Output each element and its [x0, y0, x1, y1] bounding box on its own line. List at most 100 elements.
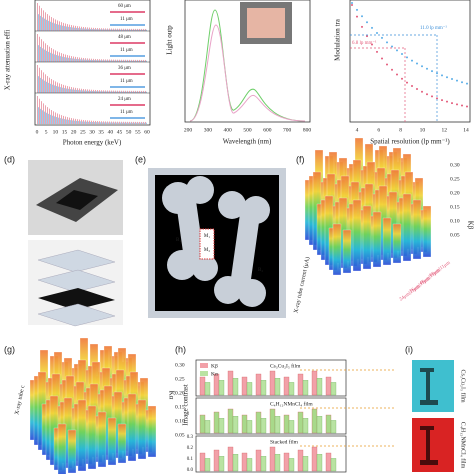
mtf-point — [351, 2, 353, 4]
bar — [122, 91, 123, 93]
bar3d — [392, 223, 402, 264]
bar3d — [57, 423, 67, 474]
mtf-point — [361, 15, 363, 18]
bar — [120, 122, 121, 124]
bar — [45, 74, 46, 93]
bar — [84, 90, 85, 93]
bar — [104, 122, 105, 124]
mtf-point — [441, 74, 443, 77]
bar — [108, 122, 109, 124]
bar — [70, 89, 71, 93]
bar — [241, 376, 248, 396]
bar — [61, 22, 62, 31]
bar — [90, 121, 91, 124]
bar — [325, 414, 332, 434]
bar — [246, 458, 253, 472]
bar — [130, 122, 131, 124]
bar — [98, 91, 99, 93]
bar — [77, 88, 78, 93]
bar — [74, 89, 75, 93]
bar — [260, 418, 267, 434]
bar — [99, 28, 100, 31]
mtf-point — [461, 81, 463, 84]
bar — [58, 86, 59, 93]
mtf-point — [421, 65, 423, 68]
bar — [52, 84, 53, 93]
bar — [142, 91, 143, 93]
bar — [75, 25, 76, 31]
bar — [62, 25, 63, 31]
bar — [146, 91, 147, 93]
bar — [98, 29, 99, 31]
bar — [316, 454, 323, 472]
bar3d — [382, 217, 392, 266]
bar — [106, 29, 107, 31]
bar — [288, 382, 295, 396]
bar — [55, 19, 56, 31]
bar — [133, 28, 134, 31]
x-tick-label: 60 — [144, 129, 150, 135]
bar — [73, 56, 74, 62]
mtf-point — [371, 43, 373, 46]
bar — [325, 452, 332, 472]
bar — [124, 91, 125, 93]
bar — [139, 90, 140, 93]
bar — [54, 23, 55, 31]
x-tick-label: 25 — [80, 129, 86, 135]
mtf-point — [421, 90, 423, 93]
bar — [107, 90, 108, 93]
bar — [50, 83, 51, 93]
bar — [121, 59, 122, 62]
bar — [82, 90, 83, 93]
bar — [132, 29, 133, 31]
bar — [78, 121, 79, 124]
bar — [142, 60, 143, 62]
bar — [60, 118, 61, 124]
bar — [79, 26, 80, 31]
y-axis-label: Light outp — [166, 25, 174, 55]
bar — [63, 84, 64, 93]
bar — [87, 120, 88, 124]
bar — [38, 45, 39, 62]
bar — [71, 118, 72, 124]
bar — [100, 60, 101, 62]
bar — [141, 90, 142, 93]
bar — [64, 88, 65, 93]
bar — [81, 26, 82, 31]
x-tick-label: 55 — [135, 129, 141, 135]
bar — [116, 29, 117, 31]
annotation: 6.8 lp mm⁻¹ — [352, 40, 377, 46]
bar — [141, 28, 142, 31]
bar — [55, 112, 56, 124]
bar — [103, 90, 104, 93]
bar — [40, 15, 41, 31]
bar — [127, 90, 128, 93]
bar — [80, 90, 81, 93]
bar — [113, 121, 114, 124]
bar — [54, 54, 55, 62]
bar — [37, 65, 38, 93]
bar3d — [412, 199, 422, 260]
bar — [145, 121, 146, 124]
bar — [102, 29, 103, 31]
bar — [255, 449, 262, 472]
bar — [143, 28, 144, 31]
x-axis-label: X-ray tube current (μA) — [292, 256, 311, 314]
bar — [92, 91, 93, 93]
thickness-label: 36 μm — [118, 66, 131, 71]
thickness-label: 11 μm — [120, 110, 133, 115]
bar — [138, 29, 139, 31]
bar — [77, 26, 78, 31]
x-tick-label: 200 — [184, 127, 193, 133]
z-tick-label: 0.25 — [450, 176, 460, 182]
plot-frame — [184, 0, 311, 123]
bar — [136, 60, 137, 62]
bar — [132, 91, 133, 93]
bar — [44, 18, 45, 31]
bar — [54, 85, 55, 93]
bar — [38, 107, 39, 124]
bar — [129, 90, 130, 93]
bar — [115, 28, 116, 31]
bar — [117, 28, 118, 31]
region-label: M₂ — [204, 248, 210, 253]
